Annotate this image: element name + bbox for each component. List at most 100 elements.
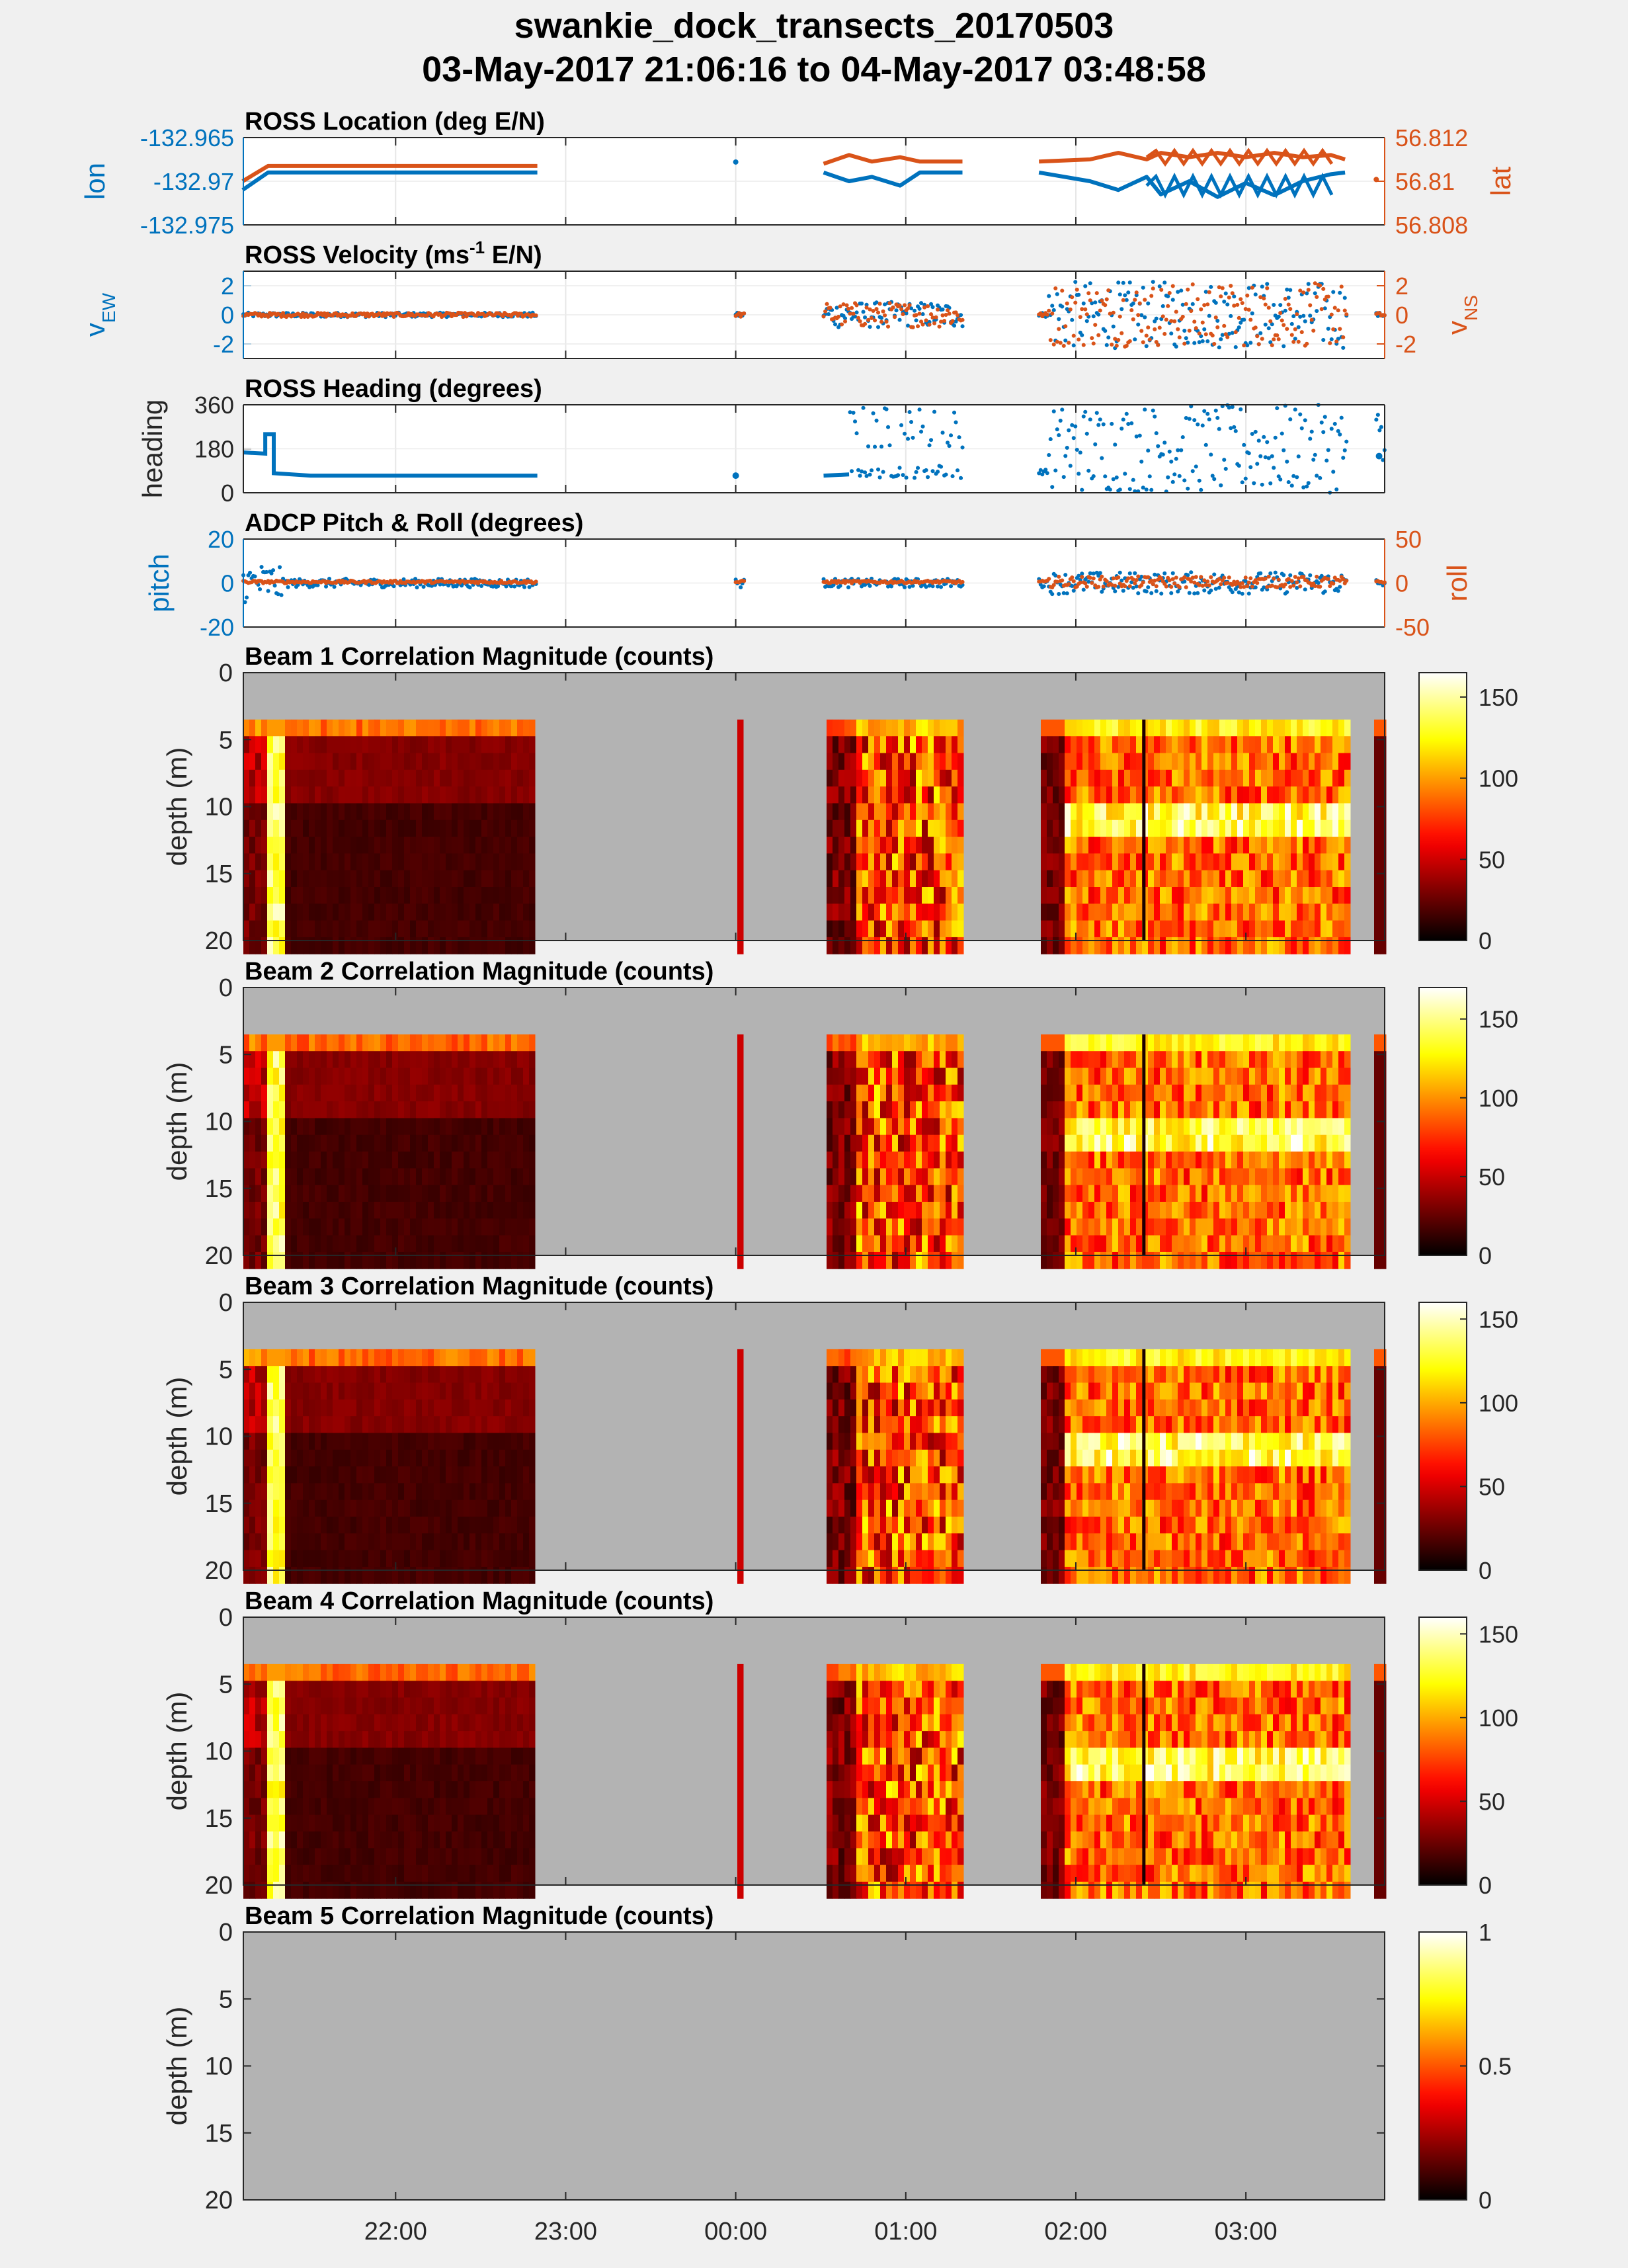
heat-cell xyxy=(434,1499,440,1517)
heat-cell xyxy=(1231,1101,1238,1118)
heat-cell xyxy=(475,1566,482,1584)
heat-cell xyxy=(261,786,268,804)
heat-cell xyxy=(1172,753,1178,771)
heat-cell xyxy=(291,1550,298,1568)
heat-cell xyxy=(898,1499,905,1517)
heat-cell xyxy=(833,1566,839,1584)
heat-cell xyxy=(856,753,863,771)
heat-cell xyxy=(303,1533,309,1551)
heat-cell xyxy=(1255,1218,1262,1236)
heat-cell xyxy=(1207,887,1214,904)
heat-cell xyxy=(356,1218,363,1236)
heat-cell xyxy=(1225,937,1232,954)
heat-cell xyxy=(880,769,887,787)
heat-cell xyxy=(291,1168,298,1186)
heat-cell xyxy=(261,1566,268,1584)
heat-cell xyxy=(898,1218,905,1236)
heat-cell xyxy=(452,1068,458,1085)
heat-cell xyxy=(1249,1051,1256,1068)
heat-cell xyxy=(1082,1185,1089,1202)
heat-cell xyxy=(838,1483,845,1501)
heat-cell xyxy=(249,1499,256,1517)
heat-cell xyxy=(303,1449,309,1467)
lon-oscillation xyxy=(1145,173,1334,199)
heat-cell xyxy=(1255,1034,1262,1052)
heat-cell xyxy=(356,1101,363,1118)
heat-cell xyxy=(303,1118,309,1136)
heat-cell xyxy=(529,786,536,804)
heat-cell xyxy=(1207,753,1214,771)
heat-cell xyxy=(464,1051,470,1068)
heat-cell xyxy=(1213,786,1220,804)
heat-cell xyxy=(1344,1235,1351,1253)
heat-cell xyxy=(380,803,387,821)
heat-cell xyxy=(297,1118,304,1136)
heat-cell xyxy=(868,1118,875,1136)
heat-cell xyxy=(1077,1202,1083,1219)
heat-cell xyxy=(833,1550,839,1568)
heat-cell xyxy=(874,1566,881,1584)
heat-cell xyxy=(291,819,298,837)
heat-cell xyxy=(827,719,833,737)
heat-cell xyxy=(243,870,250,888)
heat-cell xyxy=(844,819,851,837)
heat-cell xyxy=(1059,1483,1065,1501)
heat-cell xyxy=(499,1134,506,1152)
heat-cell xyxy=(303,1218,309,1236)
heat-cell xyxy=(1154,1202,1160,1219)
heat-cell xyxy=(874,1533,881,1551)
heat-cell xyxy=(261,1382,268,1400)
heat-cell xyxy=(374,1533,381,1551)
heat-cell xyxy=(1124,1185,1131,1202)
heat-cell xyxy=(1273,736,1280,753)
heat-cell xyxy=(398,1202,405,1219)
heat-cell xyxy=(321,1433,327,1450)
heat-cell xyxy=(261,1517,268,1534)
heat-cell xyxy=(315,719,321,737)
heat-cell xyxy=(940,1449,946,1467)
heat-cell xyxy=(1255,1235,1262,1253)
heat-cell xyxy=(285,1134,292,1152)
heat-cell xyxy=(350,1382,357,1400)
heat-cell xyxy=(1112,769,1119,787)
heat-cell xyxy=(838,736,845,753)
heat-cell xyxy=(1344,1118,1351,1136)
heat-cell xyxy=(957,1101,964,1118)
heat-cell xyxy=(481,1416,488,1433)
heat-cell xyxy=(940,937,946,954)
heat-cell xyxy=(952,1068,958,1085)
heat-cell xyxy=(940,1366,946,1383)
heat-cell xyxy=(1374,753,1381,771)
heat-cell xyxy=(850,1034,857,1052)
heat-cell xyxy=(315,1533,321,1551)
heat-cell xyxy=(416,1499,423,1517)
heat-cell xyxy=(1065,1366,1071,1383)
heat-cell xyxy=(1047,803,1053,821)
heat-cell xyxy=(511,887,518,904)
heat-cell xyxy=(1065,937,1071,954)
heat-cell xyxy=(1112,1034,1119,1052)
heat-cell xyxy=(469,1466,476,1484)
heat-cell xyxy=(1267,1051,1274,1068)
heat-cell xyxy=(440,736,446,753)
heat-cell xyxy=(440,1185,446,1202)
heat-cell xyxy=(493,1235,500,1253)
heat-cell xyxy=(880,803,887,821)
heat-cell xyxy=(1207,736,1214,753)
heat-cell xyxy=(267,769,274,787)
heat-cell xyxy=(422,1483,428,1501)
heat-cell xyxy=(928,1533,934,1551)
heat-cell xyxy=(1118,937,1125,954)
heat-cell xyxy=(1249,903,1256,921)
heat-cell xyxy=(285,1235,292,1253)
heat-cell xyxy=(1213,1152,1220,1169)
heat-cell xyxy=(916,1517,922,1534)
velocity-ylabel-left: vEW xyxy=(79,292,119,337)
heat-cell xyxy=(469,1483,476,1501)
heat-cell xyxy=(850,1134,857,1152)
heat-cell xyxy=(327,1433,333,1450)
heat-cell xyxy=(1243,1152,1250,1169)
heat-cell xyxy=(850,1366,857,1383)
heat-cell xyxy=(1207,769,1214,787)
heat-cell xyxy=(273,1399,280,1417)
